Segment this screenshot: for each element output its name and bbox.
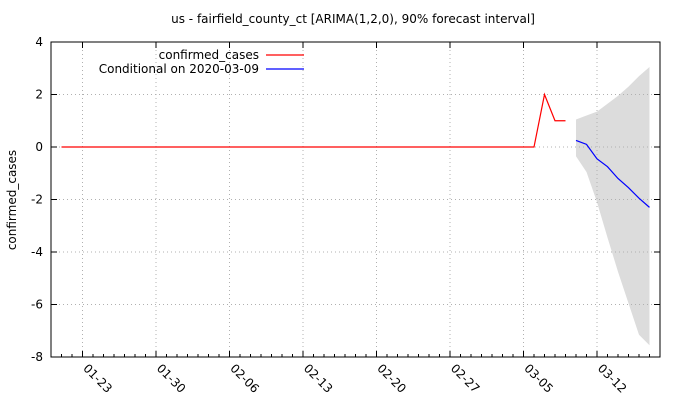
- series-line-2: [575, 139, 650, 208]
- x-tick-label: 02-20: [374, 361, 409, 396]
- x-tick-label: 02-13: [301, 361, 336, 396]
- series-line-1: [61, 92, 566, 148]
- y-tick-label: 4: [35, 35, 43, 49]
- x-tick-label: 02-27: [448, 361, 483, 396]
- y-tick-label: 0: [35, 140, 43, 154]
- grid-layer: [51, 42, 660, 357]
- y-axis-label: confirmed_cases: [5, 150, 19, 250]
- x-tick-label: 02-06: [227, 361, 262, 396]
- x-tick-label: 01-30: [154, 361, 189, 396]
- legend-label: Conditional on 2020-03-09: [99, 62, 259, 76]
- plot-border: [50, 41, 661, 358]
- y-tick-label: -4: [31, 245, 43, 259]
- series-layer: [61, 92, 650, 208]
- x-tick-label: 01-23: [80, 361, 115, 396]
- legend-label: confirmed_cases: [159, 48, 259, 62]
- axis-layer: 4 2 0 -2 -4 -6 -8 01-23 01-30 02-06 02-13 02-20 02-2…: [31, 35, 661, 396]
- y-tick-label: -8: [31, 350, 43, 364]
- forecast-interval-layer: [576, 66, 650, 346]
- x-tick-label: 03-05: [521, 361, 556, 396]
- y-tick-label: -2: [31, 193, 43, 207]
- forecast-interval-band: [576, 66, 650, 346]
- chart-title: us - fairfield_county_ct [ARIMA(1,2,0), …: [171, 12, 535, 26]
- x-tick-label: 03-12: [595, 361, 630, 396]
- y-tick-label: -6: [31, 298, 43, 312]
- y-tick-label: 2: [35, 88, 43, 102]
